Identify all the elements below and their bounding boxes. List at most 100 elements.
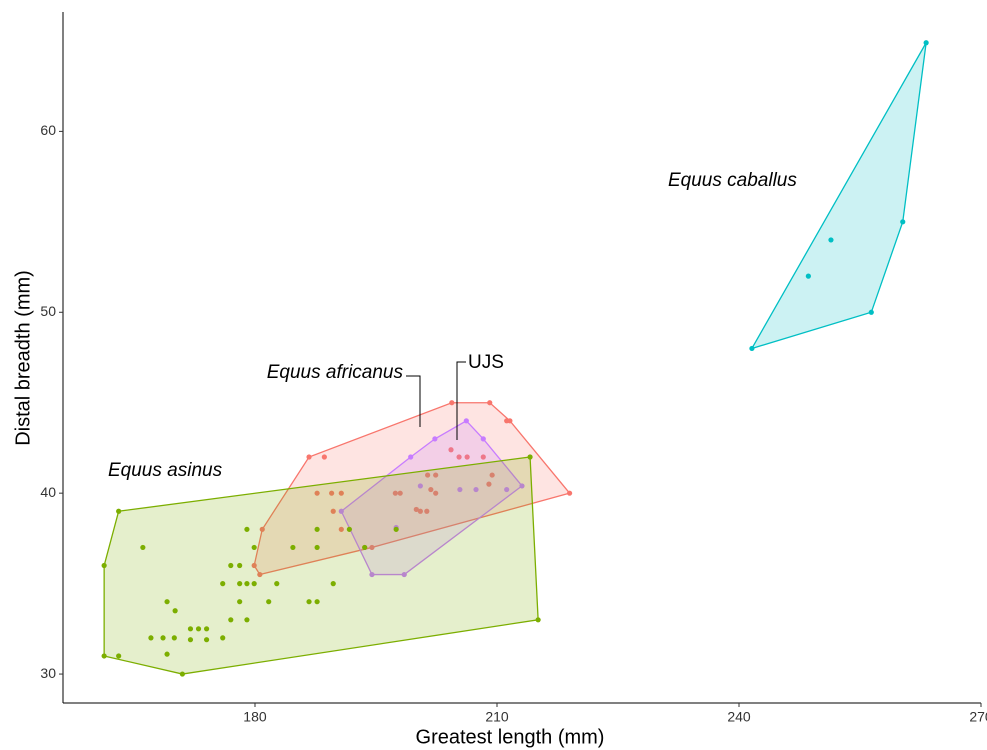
point xyxy=(338,508,344,514)
point xyxy=(464,454,470,460)
point xyxy=(480,436,486,442)
point xyxy=(290,544,296,551)
point xyxy=(244,617,250,623)
point xyxy=(101,653,107,659)
x-tick-label: 180 xyxy=(243,709,267,725)
point xyxy=(314,599,320,605)
point xyxy=(164,599,170,605)
point xyxy=(507,418,513,424)
point xyxy=(338,526,344,532)
point xyxy=(868,309,874,315)
point xyxy=(432,436,438,442)
point xyxy=(251,544,257,551)
point xyxy=(393,526,399,532)
series-group xyxy=(749,40,929,352)
series-label: Equus africanus xyxy=(267,362,404,383)
point xyxy=(203,626,210,632)
point xyxy=(504,486,510,493)
x-tick-label: 240 xyxy=(727,709,751,725)
point xyxy=(428,486,434,493)
point xyxy=(187,637,194,643)
point xyxy=(457,486,463,493)
series-label: UJS xyxy=(468,352,504,373)
point xyxy=(274,581,280,587)
point xyxy=(228,562,234,569)
point xyxy=(187,626,194,632)
point xyxy=(433,490,439,496)
hull xyxy=(103,456,539,675)
point xyxy=(228,617,234,623)
series-label: Equus asinus xyxy=(108,460,223,481)
point xyxy=(172,608,178,614)
point xyxy=(473,486,479,493)
point xyxy=(164,651,170,657)
point xyxy=(257,571,263,578)
point xyxy=(397,490,403,496)
point xyxy=(362,544,368,551)
x-tick-label: 210 xyxy=(485,709,509,725)
point xyxy=(425,472,431,478)
point xyxy=(338,490,344,496)
point xyxy=(486,481,492,487)
point xyxy=(329,490,335,496)
point xyxy=(369,571,375,578)
point xyxy=(535,617,541,623)
y-tick-label: 30 xyxy=(40,665,56,681)
x-axis-title: Greatest length (mm) xyxy=(416,726,605,748)
leader-line xyxy=(406,375,421,427)
point xyxy=(828,237,834,243)
series-label: Equus caballus xyxy=(668,170,797,191)
point xyxy=(244,526,250,532)
point xyxy=(203,637,210,643)
point xyxy=(244,581,250,587)
point xyxy=(519,483,525,489)
point xyxy=(148,635,154,641)
point xyxy=(463,418,469,424)
point xyxy=(369,544,375,551)
point xyxy=(306,454,312,460)
point xyxy=(449,400,455,406)
point xyxy=(101,562,107,569)
point xyxy=(424,508,430,514)
point xyxy=(805,273,811,279)
hull xyxy=(253,402,571,576)
y-tick-label: 50 xyxy=(40,303,56,319)
y-tick-label: 40 xyxy=(40,484,56,500)
point xyxy=(220,635,226,641)
point xyxy=(749,345,755,352)
series-group xyxy=(251,400,573,578)
point xyxy=(448,447,454,453)
point xyxy=(566,490,573,496)
leader-line xyxy=(456,361,466,440)
hull xyxy=(750,42,927,350)
point xyxy=(923,40,929,46)
y-axis-title: Distal breadth (mm) xyxy=(12,270,34,446)
y-tick-label: 60 xyxy=(40,122,56,138)
point xyxy=(417,483,423,489)
point xyxy=(251,581,257,587)
point xyxy=(527,454,533,460)
point xyxy=(259,526,265,532)
point xyxy=(456,454,462,460)
point xyxy=(116,653,122,659)
point xyxy=(321,454,327,460)
point xyxy=(195,626,202,632)
x-tick-label: 270 xyxy=(969,709,987,725)
point xyxy=(251,562,257,569)
point xyxy=(417,508,423,514)
point xyxy=(266,599,272,605)
point xyxy=(314,544,320,551)
point xyxy=(140,544,146,551)
point xyxy=(171,635,177,641)
point xyxy=(330,581,336,587)
point xyxy=(487,400,493,406)
series-group xyxy=(101,454,541,677)
point xyxy=(408,454,414,460)
point xyxy=(900,219,906,225)
point xyxy=(237,599,243,605)
point xyxy=(179,671,185,677)
point xyxy=(433,472,439,478)
point xyxy=(160,635,166,641)
